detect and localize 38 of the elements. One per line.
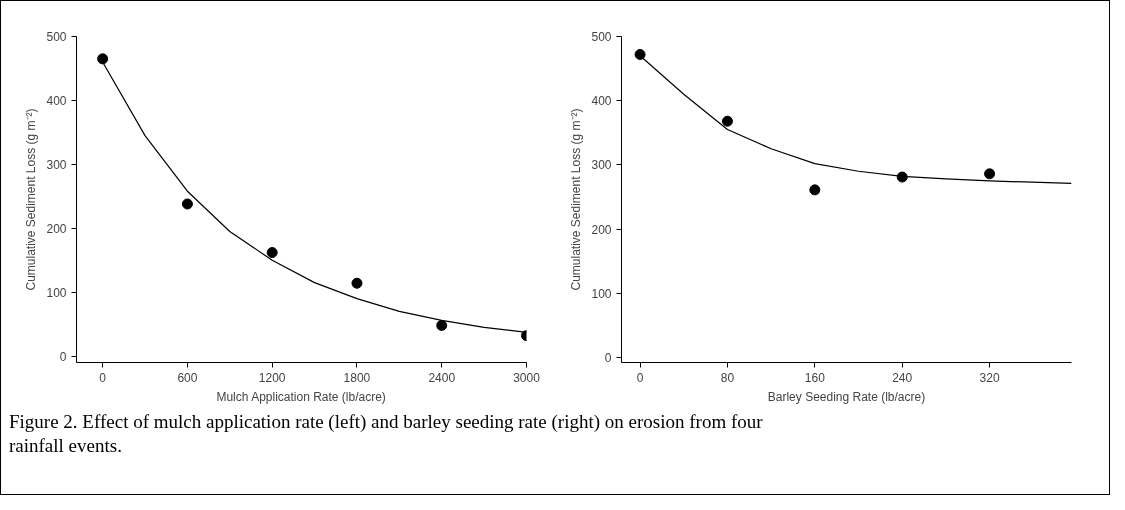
- y-tick-label: 200: [591, 222, 612, 237]
- x-tick-label: 3000: [513, 370, 541, 385]
- point: [721, 115, 733, 127]
- x-tick-label: 160: [804, 370, 826, 385]
- point: [181, 198, 193, 210]
- y-tick-label: 200: [46, 221, 67, 236]
- point: [984, 168, 996, 180]
- x-tick-label: 0: [636, 370, 644, 385]
- point: [436, 319, 448, 331]
- y-tick-label: 500: [591, 30, 612, 44]
- y-tick-label: 100: [46, 285, 67, 300]
- x-tick-label: 1800: [343, 370, 371, 385]
- y-tick-label: 400: [46, 93, 67, 108]
- y-tick-label: 0: [59, 349, 67, 364]
- caption: Figure 2. Effect of mulch application rate (left) and barley seeding rate (right) on erosion from four rainfall events.: [9, 410, 764, 458]
- x-tick-label: 2400: [428, 370, 456, 385]
- x-tick-label: 320: [979, 370, 1000, 385]
- x-axis-title: Mulch Application Rate (lb/acre): [216, 389, 386, 404]
- x-tick-label: 80: [720, 370, 735, 385]
- point: [809, 184, 821, 196]
- x-tick-label: 600: [177, 370, 198, 385]
- point: [97, 53, 109, 65]
- y-axis-title: Cumulative Sediment Loss (g m⁻²): [569, 108, 584, 291]
- x-tick-label: 1200: [258, 370, 286, 385]
- y-axis-title: Cumulative Sediment Loss (g m⁻²): [24, 108, 39, 291]
- y-tick-label: 0: [604, 350, 612, 365]
- point: [634, 48, 646, 60]
- y-tick-label: 400: [591, 94, 612, 109]
- x-tick-label: 240: [892, 370, 913, 385]
- y-tick-label: 500: [46, 30, 67, 44]
- point: [266, 247, 278, 259]
- x-tick-label: 0: [99, 370, 107, 385]
- y-tick-label: 300: [591, 158, 612, 173]
- x-axis-title: Barley Seeding Rate (lb/acre): [767, 389, 926, 404]
- y-tick-label: 300: [46, 157, 67, 172]
- y-tick-label: 100: [591, 286, 612, 301]
- point: [896, 171, 908, 183]
- point: [351, 277, 363, 289]
